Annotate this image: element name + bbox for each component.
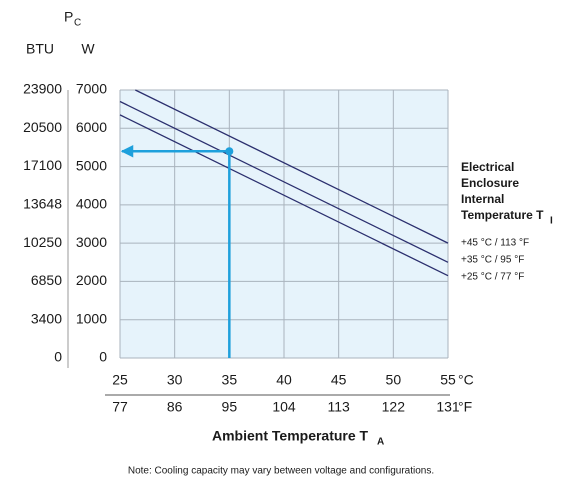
x2-tick-label: 95 [222,399,238,415]
x-unit: °C [458,372,474,388]
x-tick-label: 55 [440,372,456,388]
legend-title: Electrical [461,160,514,174]
x-tick-label: 35 [222,372,238,388]
legend-title: Internal [461,192,504,206]
series-line [135,89,449,244]
legend-label: +45 °C / 113 °F [461,238,529,249]
x-tick-label: 25 [112,372,128,388]
x2-tick-label: 113 [328,399,351,415]
y2-unit: BTU [26,41,54,57]
y-tick-label: 3000 [76,234,107,250]
legend-label: +35 °C / 95 °F [461,255,524,266]
x2-unit: °F [458,399,472,415]
y-tick-label: 4000 [76,196,107,212]
legend-title-sub: I [550,216,553,227]
x2-tick-label: 77 [112,399,128,415]
y2-tick-label: 23900 [23,81,62,97]
x-tick-label: 30 [167,372,183,388]
note: Note: Cooling capacity may vary between … [128,466,434,477]
x-tick-label: 40 [276,372,292,388]
y2-tick-label: 3400 [31,311,62,327]
y2-tick-label: 13648 [23,196,62,212]
x2-tick-label: 122 [382,399,406,415]
y-tick-label: 5000 [76,157,107,173]
legend-title: Temperature T [461,208,544,222]
y-tick-label: 6000 [76,119,107,135]
x-tick-label: 50 [386,372,402,388]
y2-tick-label: 10250 [23,234,62,250]
x2-tick-label: 86 [167,399,183,415]
series-line [119,100,449,263]
y2-tick-label: 0 [54,349,62,365]
y-label-sub: C [74,18,81,29]
y-tick-label: 0 [99,349,107,365]
y-unit: W [81,41,95,57]
x-label: Ambient Temperature T [212,428,369,444]
y2-tick-label: 20500 [23,119,62,135]
x-label-sub: A [377,437,384,448]
legend-title: Enclosure [461,176,519,190]
y2-tick-label: 17100 [23,157,62,173]
marker-point [225,147,234,156]
y-tick-label: 7000 [76,81,107,97]
series-line [119,114,449,277]
y-label: P [64,9,73,25]
legend-label: +25 °C / 77 °F [461,272,524,283]
y-tick-label: 2000 [76,272,107,288]
x2-tick-label: 131 [436,399,460,415]
y-tick-label: 1000 [76,310,107,326]
x2-tick-label: 104 [272,399,296,415]
y2-tick-label: 6850 [31,272,62,288]
x-tick-label: 45 [331,372,347,388]
